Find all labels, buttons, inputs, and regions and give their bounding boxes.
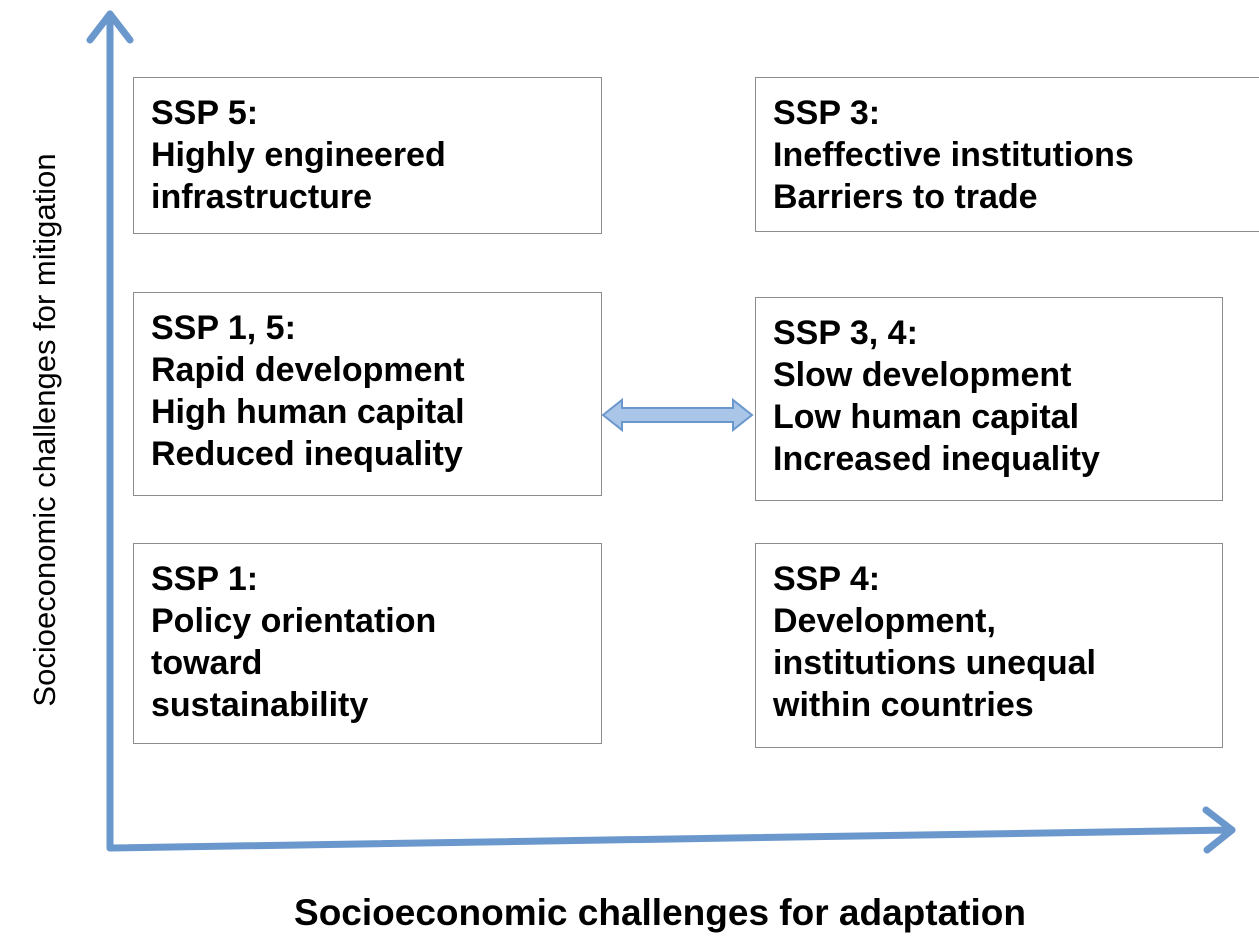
scenario-box: SSP 4: Development, institutions unequal wi… [755,543,1223,748]
x-axis [106,826,1236,852]
scenario-line: toward [151,644,263,682]
scenario-box: SSP 3: Ineffective institutions Barriers t… [755,77,1259,232]
scenario-title: SSP 1: [151,560,259,598]
scenario-title: SSP 5: [151,94,259,132]
scenario-line: within countries [773,686,1034,724]
scenario-box: SSP 1, 5: Rapid development High human cap… [133,292,602,496]
scenario-line: sustainability [151,686,369,724]
y-arrowhead [86,10,134,44]
scenario-box: SSP 1: Policy orientation toward sustainabi… [133,543,602,744]
scenario-title: SSP 1, 5: [151,309,296,347]
scenario-box: SSP 5: Highly engineered infrastructure [133,77,602,234]
scenario-line: Low human capital [773,398,1080,436]
scenario-title: SSP 3, 4: [773,314,918,352]
scenario-line: infrastructure [151,178,373,216]
axis-arrows [86,10,1236,854]
scenario-line: Highly engineered [151,136,446,174]
double-arrow [601,397,754,433]
scenario-title: SSP 3: [773,94,881,132]
scenario-line: Development, [773,602,996,640]
scenario-line: Slow development [773,356,1072,394]
scenario-line: Rapid development [151,351,465,389]
x-axis-label: Socioeconomic challenges for adaptation [294,892,1026,933]
x-arrowhead [1202,806,1236,854]
scenario-line: High human capital [151,393,465,431]
scenario-line: Ineffective institutions [773,136,1134,174]
y-axis-label: Socioeconomic challenges for mitigation [27,153,62,707]
scenario-line: Increased inequality [773,440,1100,478]
scenario-line: institutions unequal [773,644,1096,682]
scenario-title: SSP 4: [773,560,881,598]
scenario-box: SSP 3, 4: Slow development Low human capit… [755,297,1223,501]
scenario-line: Barriers to trade [773,178,1038,216]
scenario-line: Policy orientation [151,602,437,640]
scenario-line: Reduced inequality [151,435,463,473]
